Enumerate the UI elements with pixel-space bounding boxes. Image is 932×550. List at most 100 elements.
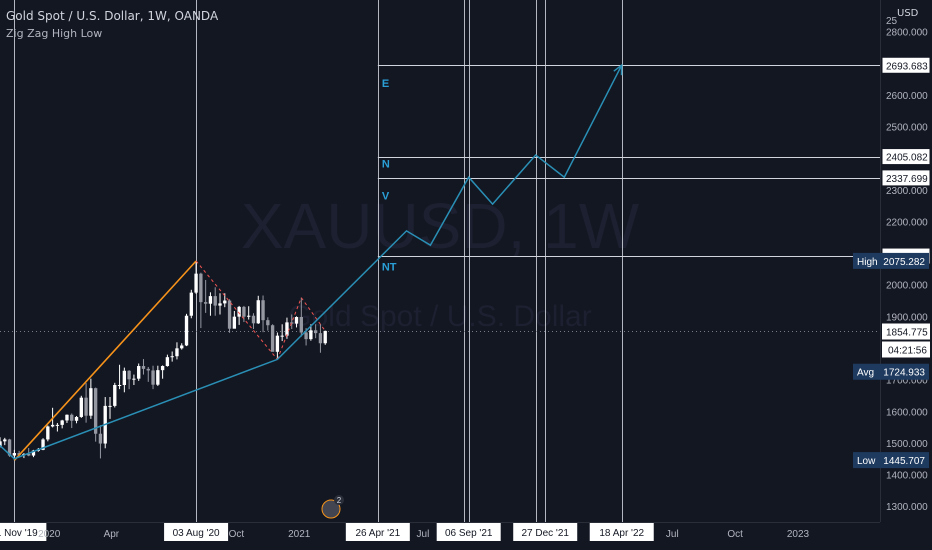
candle-body	[122, 370, 127, 386]
candle	[108, 397, 112, 419]
candle-body	[132, 378, 136, 380]
candle	[290, 314, 294, 330]
wave-label: N	[382, 159, 390, 171]
price-tick-label: 1900.000	[886, 312, 928, 323]
candle-body	[60, 420, 64, 425]
candle	[89, 378, 93, 419]
time-tag-label: 06 Sep '21	[445, 528, 493, 539]
candle	[27, 447, 31, 457]
wave-label: NT	[382, 261, 397, 273]
candle	[203, 279, 208, 313]
time-tag-box	[436, 523, 501, 541]
candle	[275, 332, 280, 360]
candle-body	[98, 433, 103, 444]
candle	[3, 437, 7, 446]
candle	[313, 324, 318, 339]
candle-body	[270, 325, 275, 352]
price-tick-label: 2200.000	[886, 217, 928, 228]
vertical-lines	[14, 0, 623, 522]
candle	[46, 425, 50, 442]
candle	[141, 359, 146, 375]
candle-body	[117, 385, 122, 387]
candle-body	[194, 273, 198, 293]
candle	[318, 324, 323, 353]
candle-body	[294, 316, 299, 324]
candle	[218, 293, 222, 315]
current-price-text: 1854.775	[886, 328, 928, 339]
candle	[74, 416, 79, 424]
candle-body	[93, 388, 98, 434]
flag-badge[interactable]: 2	[321, 495, 344, 519]
projection-arrowhead	[613, 63, 623, 76]
candle	[227, 299, 232, 333]
candle	[175, 342, 179, 360]
projection-line	[0, 64, 623, 460]
candle	[93, 387, 98, 442]
level-tag-box	[881, 169, 931, 187]
candle-body	[256, 300, 260, 324]
candle-body	[137, 366, 141, 379]
candle-body	[89, 388, 93, 416]
candle	[213, 287, 217, 316]
candle	[208, 292, 213, 316]
candle-body	[208, 296, 213, 304]
price-tick-label: 1700.000	[886, 376, 928, 387]
candle-body	[266, 320, 270, 326]
candle-body	[290, 322, 294, 324]
level-tag-text: 2337.699	[886, 174, 928, 185]
flag-count: 2	[337, 496, 342, 505]
candle	[117, 364, 122, 390]
time-tick-label: 2020	[38, 529, 61, 540]
watermark-symbol: XAUUSD, 1W	[241, 190, 640, 262]
price-tick-label: 1600.000	[886, 407, 928, 418]
countdown-box	[882, 341, 930, 358]
candle	[237, 305, 241, 325]
current-price-box	[882, 323, 930, 340]
candle-body	[55, 424, 60, 426]
stat-tag-label: High	[857, 257, 878, 268]
time-tick-label: Oct	[727, 529, 743, 540]
time-tick-label: 2023	[787, 529, 810, 540]
level-tag-text: 2405.082	[886, 153, 928, 164]
level-tag-box	[881, 148, 931, 166]
candle-body	[165, 357, 170, 367]
time-tag-label: 03 Aug '20	[173, 528, 220, 539]
candle-body	[251, 315, 256, 324]
candle-body	[275, 335, 280, 352]
candle-body	[227, 300, 232, 329]
candle	[60, 419, 64, 429]
projection-path	[0, 63, 623, 460]
candle	[79, 395, 83, 418]
zigzag-segment	[195, 260, 278, 360]
candle-body	[184, 315, 189, 346]
zigzag-segment	[300, 297, 326, 332]
price-tick-label: 1300.000	[886, 502, 928, 513]
candle-body	[108, 405, 112, 407]
candle	[256, 295, 260, 324]
price-tick-label: 2600.000	[886, 91, 928, 102]
time-tag-box	[0, 523, 47, 541]
level-tag-box	[881, 56, 931, 74]
candle-body	[323, 330, 327, 344]
candle	[270, 324, 275, 352]
level-tag-text: 2693.683	[886, 61, 928, 72]
price-tags: High 2075.282 Avg 1724.933 Low 1445.707	[853, 252, 929, 469]
candle-body	[223, 300, 227, 304]
price-tick-label: 2500.000	[886, 123, 928, 134]
candle	[189, 289, 193, 319]
time-tag-box	[589, 523, 654, 541]
time-tag-box	[513, 523, 578, 541]
candle-body	[304, 332, 308, 340]
candle-body	[141, 366, 146, 369]
time-tag-box	[164, 523, 229, 541]
candle-body	[146, 368, 150, 371]
candle	[199, 272, 203, 329]
candle	[266, 317, 270, 331]
candle-body	[151, 370, 155, 385]
stat-price-tag: High 2075.282	[853, 252, 929, 269]
currency-label[interactable]: USD	[897, 8, 919, 19]
indicator-label[interactable]: Zig Zag High Low	[6, 27, 103, 40]
candle	[84, 383, 88, 423]
